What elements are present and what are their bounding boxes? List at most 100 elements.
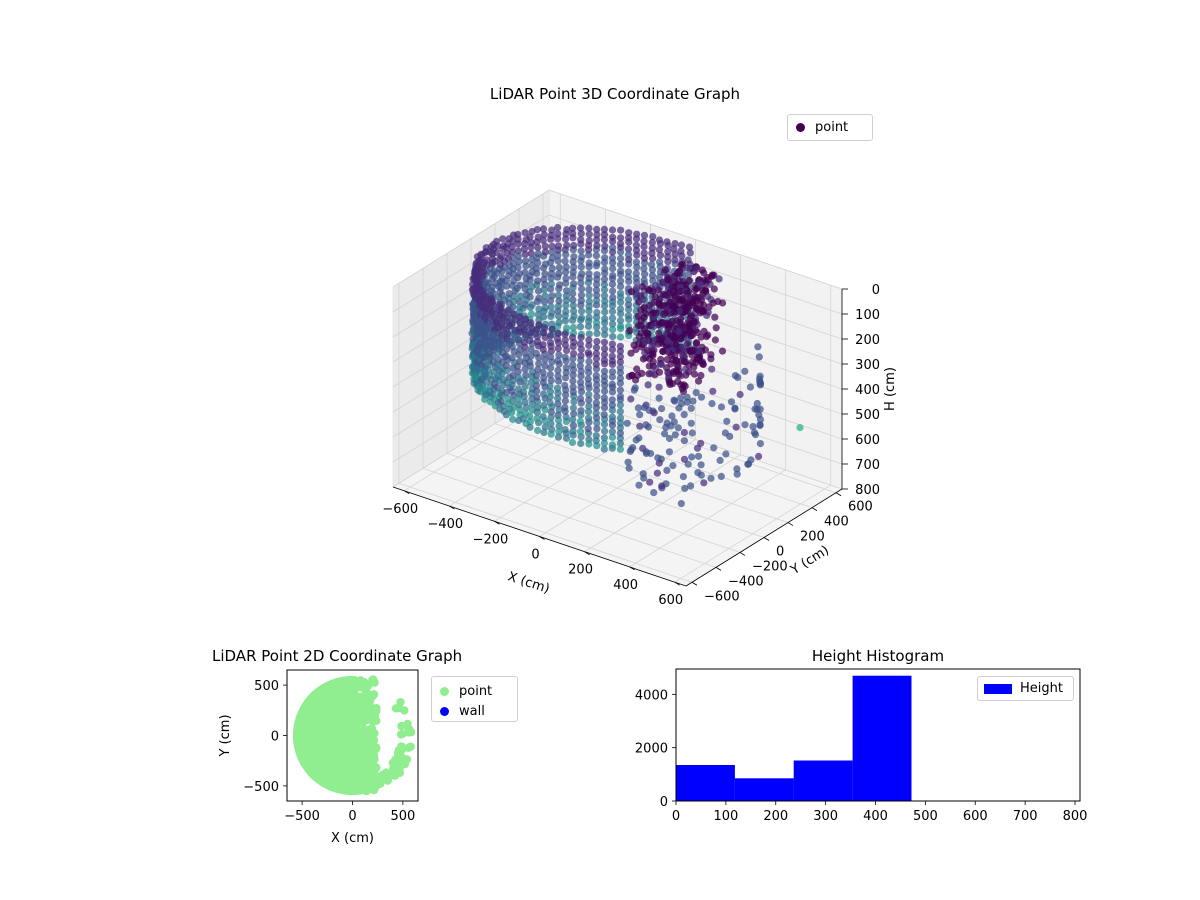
data-point (508, 343, 516, 351)
data-point (548, 292, 556, 300)
data-point (693, 339, 701, 347)
data-point (632, 241, 641, 249)
x-tick (584, 551, 590, 556)
data-point (609, 265, 617, 273)
data-point (548, 226, 556, 234)
data-point (370, 764, 379, 773)
data-point (624, 301, 633, 309)
data-point (689, 397, 697, 405)
chart-2d-title: LiDAR Point 2D Coordinate Graph (212, 647, 463, 665)
data-point (601, 387, 609, 395)
data-point (663, 356, 671, 364)
data-point (548, 325, 556, 333)
data-point (690, 370, 699, 378)
data-point (696, 281, 705, 289)
data-point (503, 345, 511, 353)
data-point (674, 295, 682, 303)
data-point (616, 358, 625, 366)
data-point (616, 439, 625, 448)
data-point (593, 225, 601, 233)
legend-label-wall: wall (459, 703, 485, 719)
data-point (616, 407, 625, 415)
data-point (640, 254, 649, 262)
data-point (644, 331, 652, 339)
data-point (699, 360, 707, 368)
y-tick-label: −200 (752, 559, 788, 574)
data-point (528, 261, 536, 269)
data-point (639, 355, 648, 363)
data-point (600, 286, 609, 294)
data-point (663, 419, 671, 427)
h-tick-label: 200 (855, 333, 880, 348)
data-point (746, 383, 755, 391)
data-point (585, 285, 593, 293)
data-point (547, 364, 555, 372)
h-tick-label: 100 (855, 308, 880, 323)
data-point (532, 376, 540, 384)
data-point (569, 361, 577, 369)
data-point (484, 366, 492, 374)
data-point (655, 301, 663, 309)
data-point (534, 259, 542, 267)
data-point (561, 341, 570, 349)
data-point (677, 394, 685, 402)
histogram-title: Height Histogram (811, 647, 945, 665)
data-point (592, 372, 600, 380)
data-point (554, 223, 562, 232)
data-point (563, 346, 571, 354)
data-point (546, 393, 554, 401)
data-point (541, 356, 549, 364)
grid-line-y (446, 453, 741, 553)
data-point (616, 445, 625, 453)
data-point (616, 374, 625, 382)
data-point (665, 434, 674, 443)
data-point (652, 282, 660, 290)
data-point (568, 333, 577, 341)
data-point (577, 291, 586, 299)
chart-3d-legend: point (787, 114, 873, 141)
data-point (609, 293, 617, 301)
data-point (515, 351, 523, 359)
data-point (617, 282, 625, 290)
data-point (539, 379, 547, 387)
data-point (624, 296, 633, 304)
data-point (585, 246, 593, 254)
data-point (640, 243, 648, 251)
data-point (616, 353, 625, 361)
data-point (576, 394, 585, 403)
data-point (749, 423, 757, 431)
data-point (547, 303, 555, 311)
data-point (694, 328, 702, 337)
data-point (616, 260, 625, 269)
data-point (368, 692, 377, 701)
data-point (570, 397, 578, 405)
data-point (553, 335, 562, 343)
data-point (569, 371, 577, 379)
h-axis-label: H (cm) (883, 367, 898, 411)
data-point (554, 433, 563, 441)
data-point (521, 320, 529, 328)
y-tick-label: 200 (800, 530, 825, 545)
data-point (608, 307, 617, 316)
data-point (578, 253, 586, 261)
data-point (548, 242, 556, 250)
data-point (609, 233, 617, 241)
data-point (504, 329, 512, 337)
data-point (649, 233, 657, 241)
data-point (585, 440, 593, 448)
data-point (533, 414, 541, 422)
data-point (513, 362, 522, 370)
x-tick-label: 200 (763, 809, 788, 824)
data-point (608, 401, 617, 409)
data-point (632, 258, 641, 266)
data-point (680, 358, 688, 366)
data-point (632, 345, 640, 354)
x-tick-label: 300 (813, 809, 838, 824)
data-point (593, 271, 601, 279)
data-point (704, 276, 712, 284)
data-point (617, 277, 625, 285)
data-point (577, 356, 585, 364)
data-point (687, 419, 695, 427)
data-point (663, 238, 671, 246)
data-point (733, 465, 741, 473)
